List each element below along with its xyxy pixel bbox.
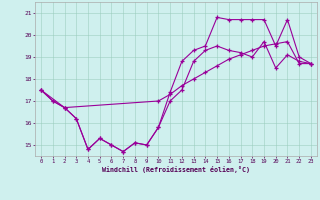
X-axis label: Windchill (Refroidissement éolien,°C): Windchill (Refroidissement éolien,°C) bbox=[102, 166, 250, 173]
